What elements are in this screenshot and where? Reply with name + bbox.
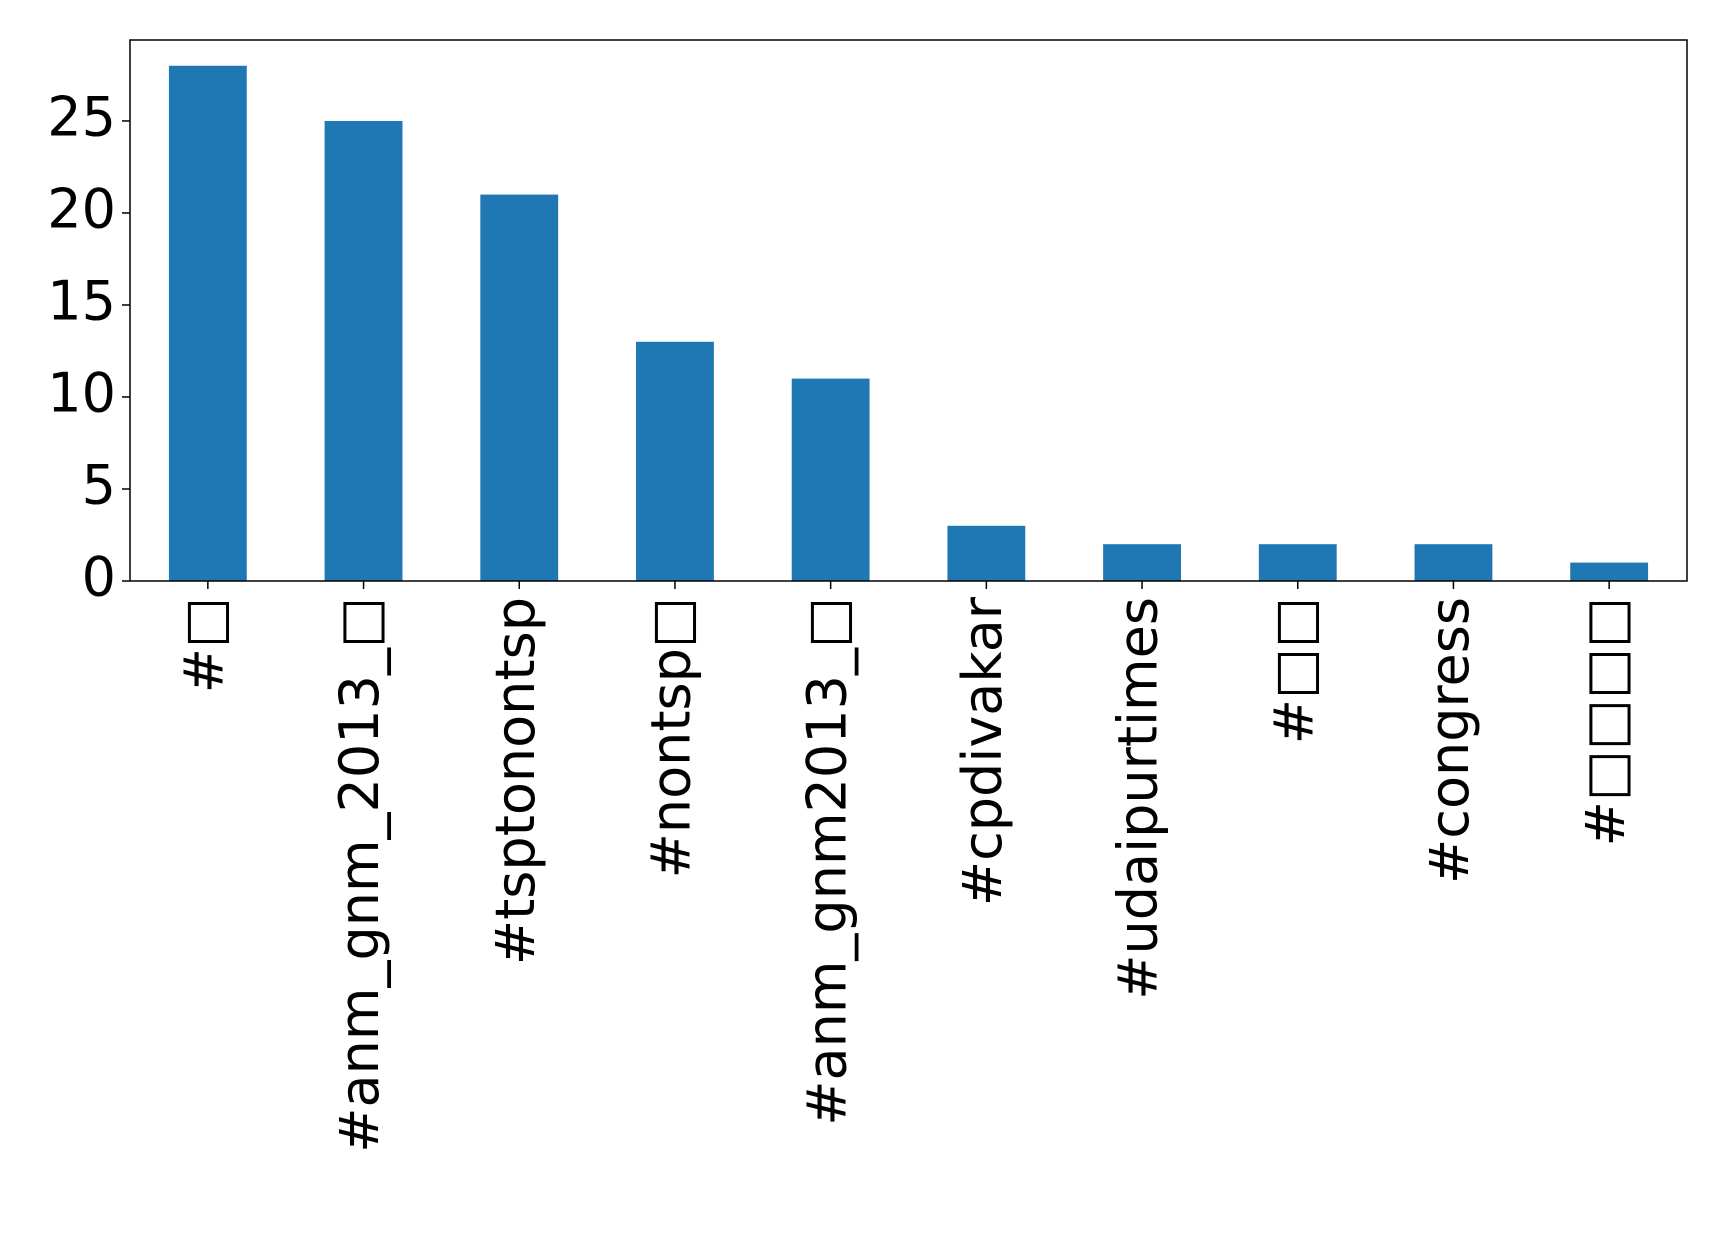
- y-tick-label: 5: [82, 454, 116, 517]
- x-tick-label: #□□□□: [1574, 597, 1637, 846]
- bar: [636, 341, 714, 581]
- bar: [791, 378, 870, 581]
- bar: [1103, 544, 1181, 581]
- bar: [1414, 544, 1493, 581]
- bar: [1570, 562, 1649, 581]
- x-tick-label: #anm_gnm2013_□: [795, 597, 858, 1126]
- y-tick-label: 10: [47, 362, 116, 425]
- y-tick-label: 20: [47, 178, 116, 241]
- y-tick-label: 0: [82, 546, 116, 609]
- plot-frame: [129, 39, 1688, 582]
- x-tick-label: #□: [172, 597, 235, 693]
- x-tick-label: #udaipurtimes: [1107, 597, 1170, 1000]
- y-tick-label: 25: [47, 86, 116, 149]
- x-tick-label: #congress: [1418, 597, 1481, 884]
- bar: [168, 65, 247, 581]
- x-tick-label: #anm_gnm_2013_□: [328, 597, 391, 1153]
- x-tick-label: #tsptonontsp: [484, 597, 547, 965]
- x-tick-label: #cpdivakar: [951, 596, 1014, 906]
- bar: [947, 525, 1026, 581]
- x-tick-label: #nontsp□: [640, 597, 703, 878]
- y-tick-label: 15: [47, 270, 116, 333]
- bar: [1258, 544, 1337, 581]
- bar: [480, 194, 559, 582]
- x-tick-label: #□□: [1262, 597, 1325, 744]
- bar: [324, 120, 403, 581]
